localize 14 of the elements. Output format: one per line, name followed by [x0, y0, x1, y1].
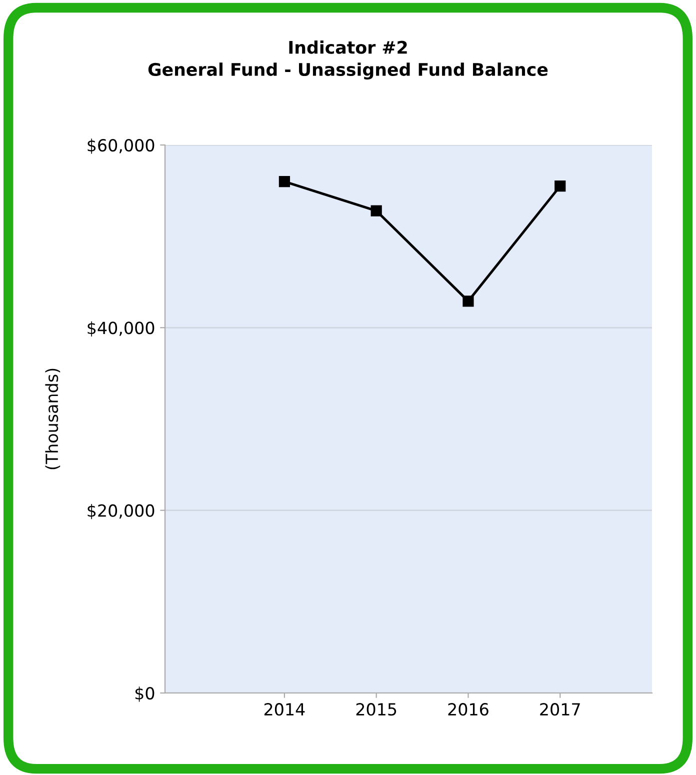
chart-title: Indicator #2 General Fund - Unassigned Fund Balance [148, 40, 548, 80]
y-tick-label: $20,000 [88, 504, 154, 520]
x-tick-label: 2014 [264, 703, 305, 716]
point [554, 180, 566, 192]
y-tick-label: $0 [135, 686, 154, 702]
x-tick-label: 2017 [540, 703, 580, 716]
point [278, 176, 290, 188]
point [370, 205, 382, 216]
y-tick-label: $40,000 [88, 321, 154, 336]
y-axis-title: (Thousands) [45, 368, 60, 470]
point [462, 296, 474, 307]
x-tick-label: 2016 [448, 703, 488, 716]
y-tick-label: $60,000 [88, 138, 154, 154]
x-tick-label: 2015 [356, 703, 396, 716]
